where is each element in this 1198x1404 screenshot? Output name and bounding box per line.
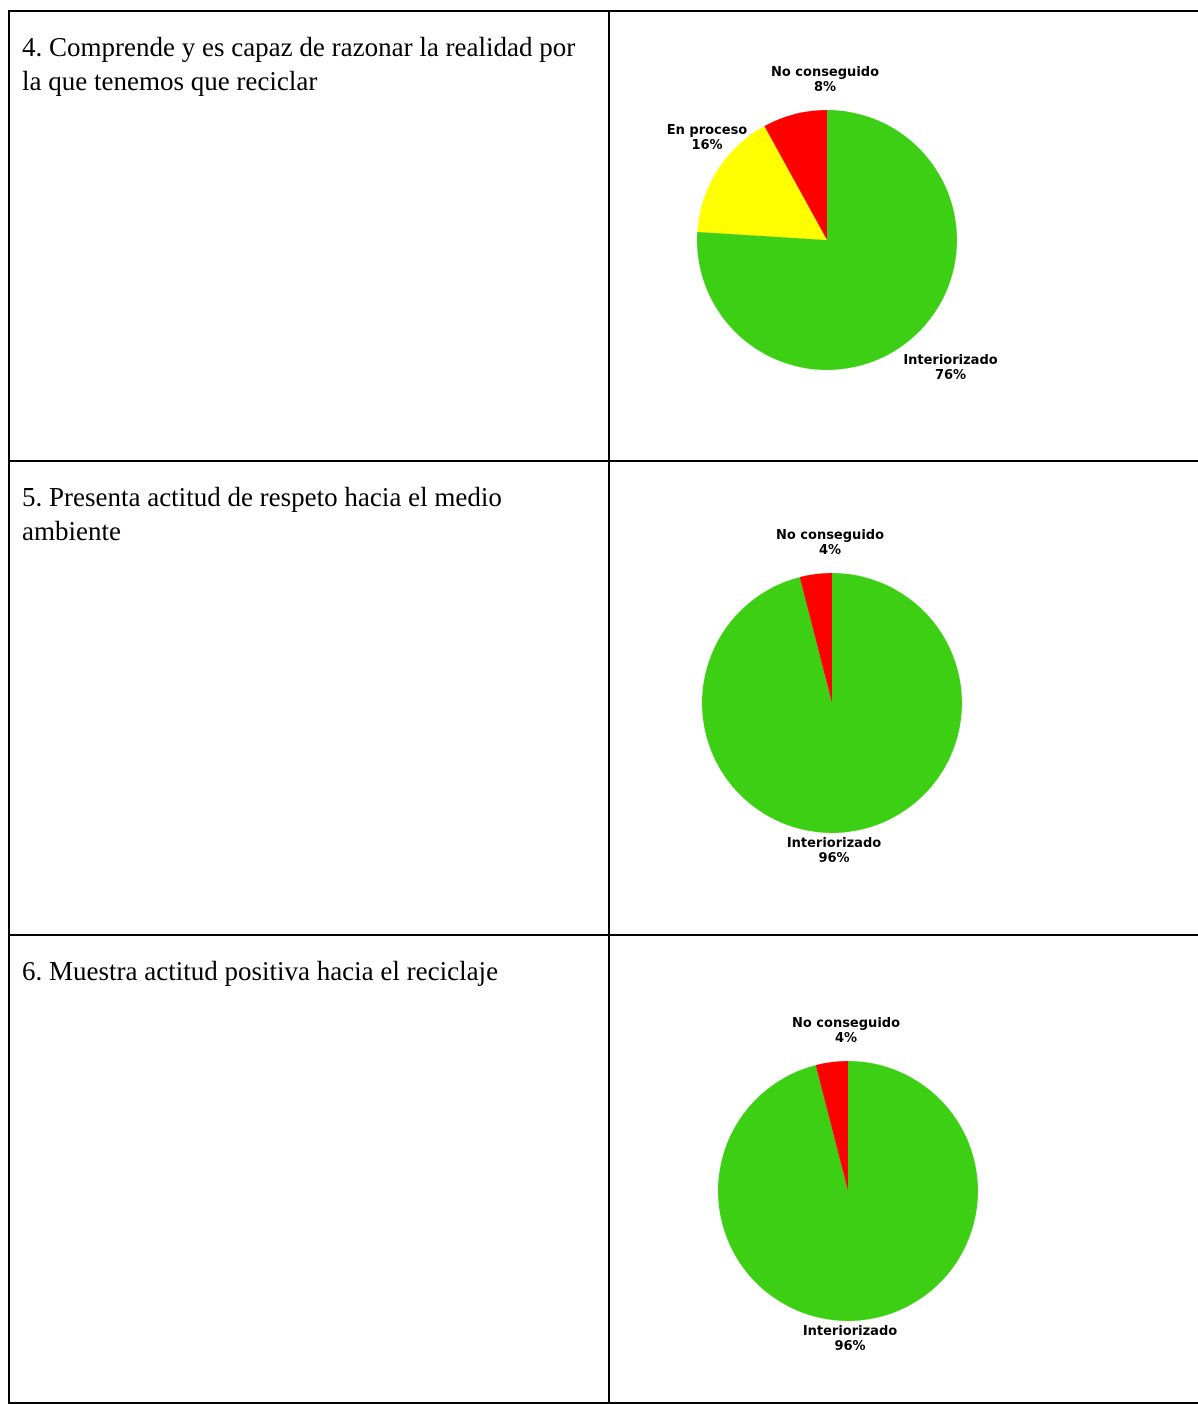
- slice-value-interiorizado: 96%: [818, 851, 849, 866]
- slice-value-interiorizado: 96%: [834, 1339, 865, 1354]
- criterion-text: 6. Muestra actitud positiva hacia el rec…: [22, 956, 499, 986]
- pie-slice-no-conseguido: [815, 1061, 848, 1191]
- chart-cell: Interiorizado 76% En proceso 16% No consegui…: [608, 10, 1198, 462]
- slice-value-no-conseguido: 4%: [835, 1031, 857, 1046]
- slice-label-en-proceso: En proceso: [667, 123, 748, 138]
- slice-value-interiorizado: 76%: [935, 368, 966, 383]
- slice-label-no-conseguido: No conseguido: [776, 528, 884, 543]
- chart-cell: Interiorizado 96% No conseguido 4%: [608, 934, 1198, 1404]
- criterion-cell: 6. Muestra actitud positiva hacia el rec…: [8, 934, 610, 1404]
- pie-slice-no-conseguido: [764, 110, 827, 240]
- slice-label-no-conseguido: No conseguido: [771, 65, 879, 80]
- slice-label-interiorizado: Interiorizado: [803, 1324, 897, 1339]
- table-row: 4. Comprende y es capaz de razonar la re…: [8, 10, 1198, 462]
- slice-value-no-conseguido: 8%: [814, 80, 836, 95]
- slice-label-interiorizado: Interiorizado: [787, 836, 881, 851]
- slice-value-en-proceso: 16%: [691, 138, 722, 153]
- chart-cell: Interiorizado 96% No conseguido 4%: [608, 460, 1198, 936]
- slice-label-no-conseguido: No conseguido: [792, 1016, 900, 1031]
- slice-label-interiorizado: Interiorizado: [903, 353, 997, 368]
- evaluation-table: 4. Comprende y es capaz de razonar la re…: [8, 10, 1198, 1404]
- slice-value-no-conseguido: 4%: [819, 543, 841, 558]
- pie-slice-no-conseguido: [799, 573, 832, 703]
- criterion-text: 5. Presenta actitud de respeto hacia el …: [22, 482, 502, 546]
- criterion-cell: 4. Comprende y es capaz de razonar la re…: [8, 10, 610, 462]
- table-row: 5. Presenta actitud de respeto hacia el …: [8, 460, 1198, 936]
- criterion-text: 4. Comprende y es capaz de razonar la re…: [22, 32, 576, 96]
- pie-slice-en-proceso: [697, 126, 827, 240]
- table-row: 6. Muestra actitud positiva hacia el rec…: [8, 934, 1198, 1404]
- criterion-cell: 5. Presenta actitud de respeto hacia el …: [8, 460, 610, 936]
